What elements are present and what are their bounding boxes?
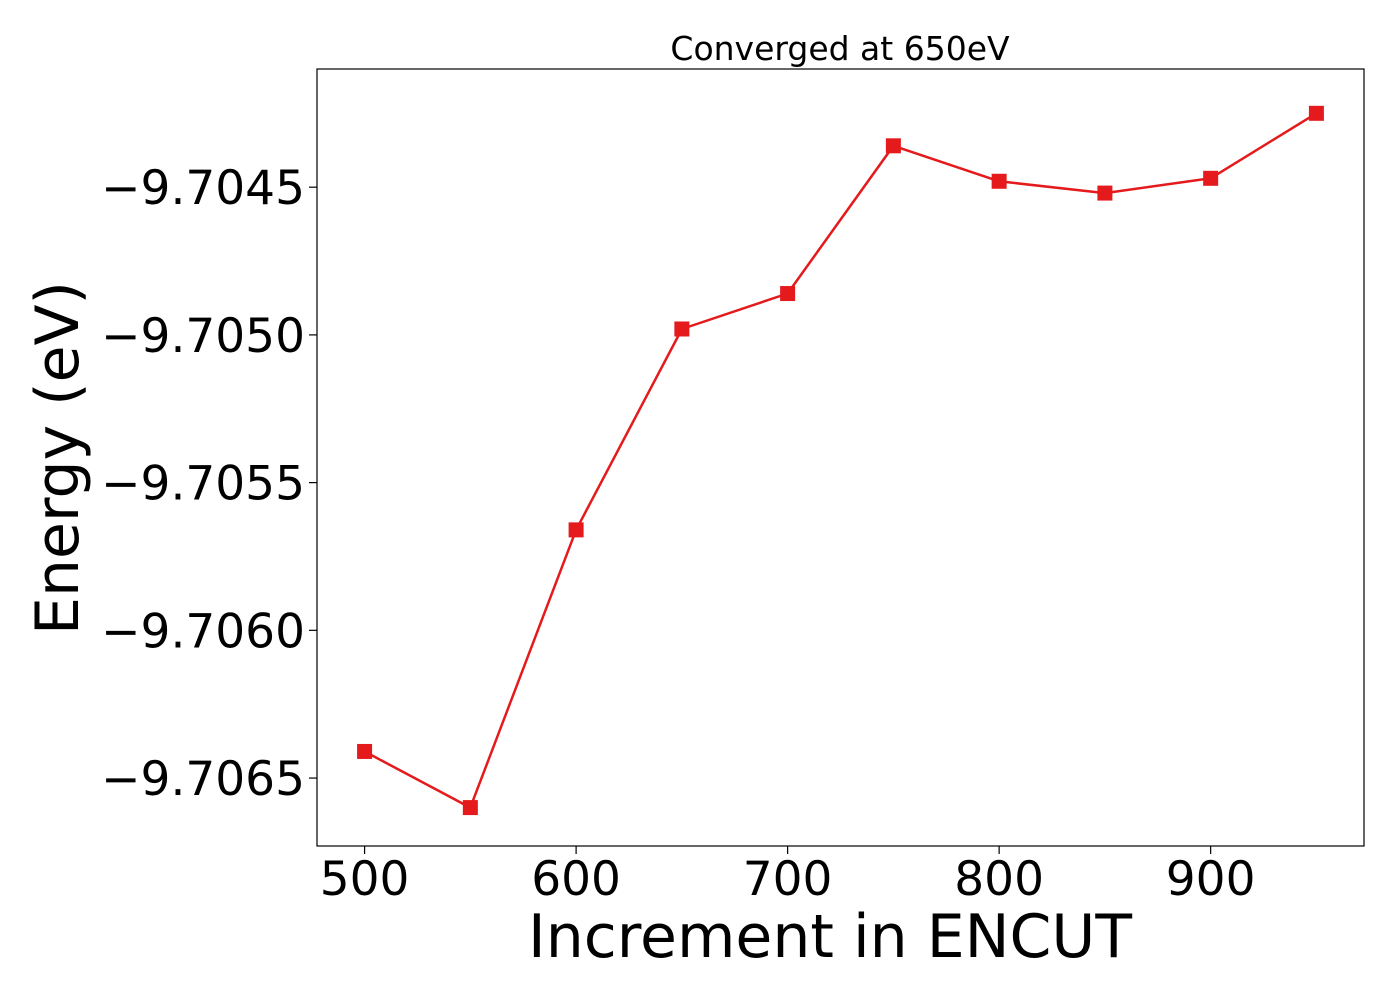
y-tick-label: −9.7060 [101,604,305,659]
x-tick-label: 500 [320,852,410,907]
data-point-marker [991,173,1007,189]
x-axis-label: Increment in ENCUT [528,902,1132,972]
y-tick-label: −9.7050 [101,309,305,364]
x-axis: 500 600 700 800 900 [320,846,1256,907]
chart-title: Converged at 650eV [670,29,1010,68]
y-axis: −9.7045 −9.7050 −9.7055 −9.7060 −9.7065 [101,161,317,807]
series-line [364,112,1318,809]
data-point-marker [885,138,901,154]
data-point-marker [674,321,690,337]
x-tick-label: 800 [954,852,1044,907]
x-tick-label: 600 [531,852,621,907]
data-point-marker [1308,105,1324,121]
y-tick-label: −9.7055 [101,457,305,512]
x-tick-label: 900 [1166,852,1256,907]
y-axis-label: Energy (eV) [23,281,93,635]
data-point-marker [462,800,478,816]
plot-area [357,105,1324,816]
plot-frame [316,68,1365,847]
data-point-marker [780,286,796,302]
x-tick-label: 700 [743,852,833,907]
data-point-marker [1203,170,1219,186]
data-point-marker [568,522,584,538]
y-tick-label: −9.7045 [101,161,305,216]
data-point-marker [1097,185,1113,201]
y-tick-label: −9.7065 [101,752,305,807]
data-point-marker [357,743,373,759]
